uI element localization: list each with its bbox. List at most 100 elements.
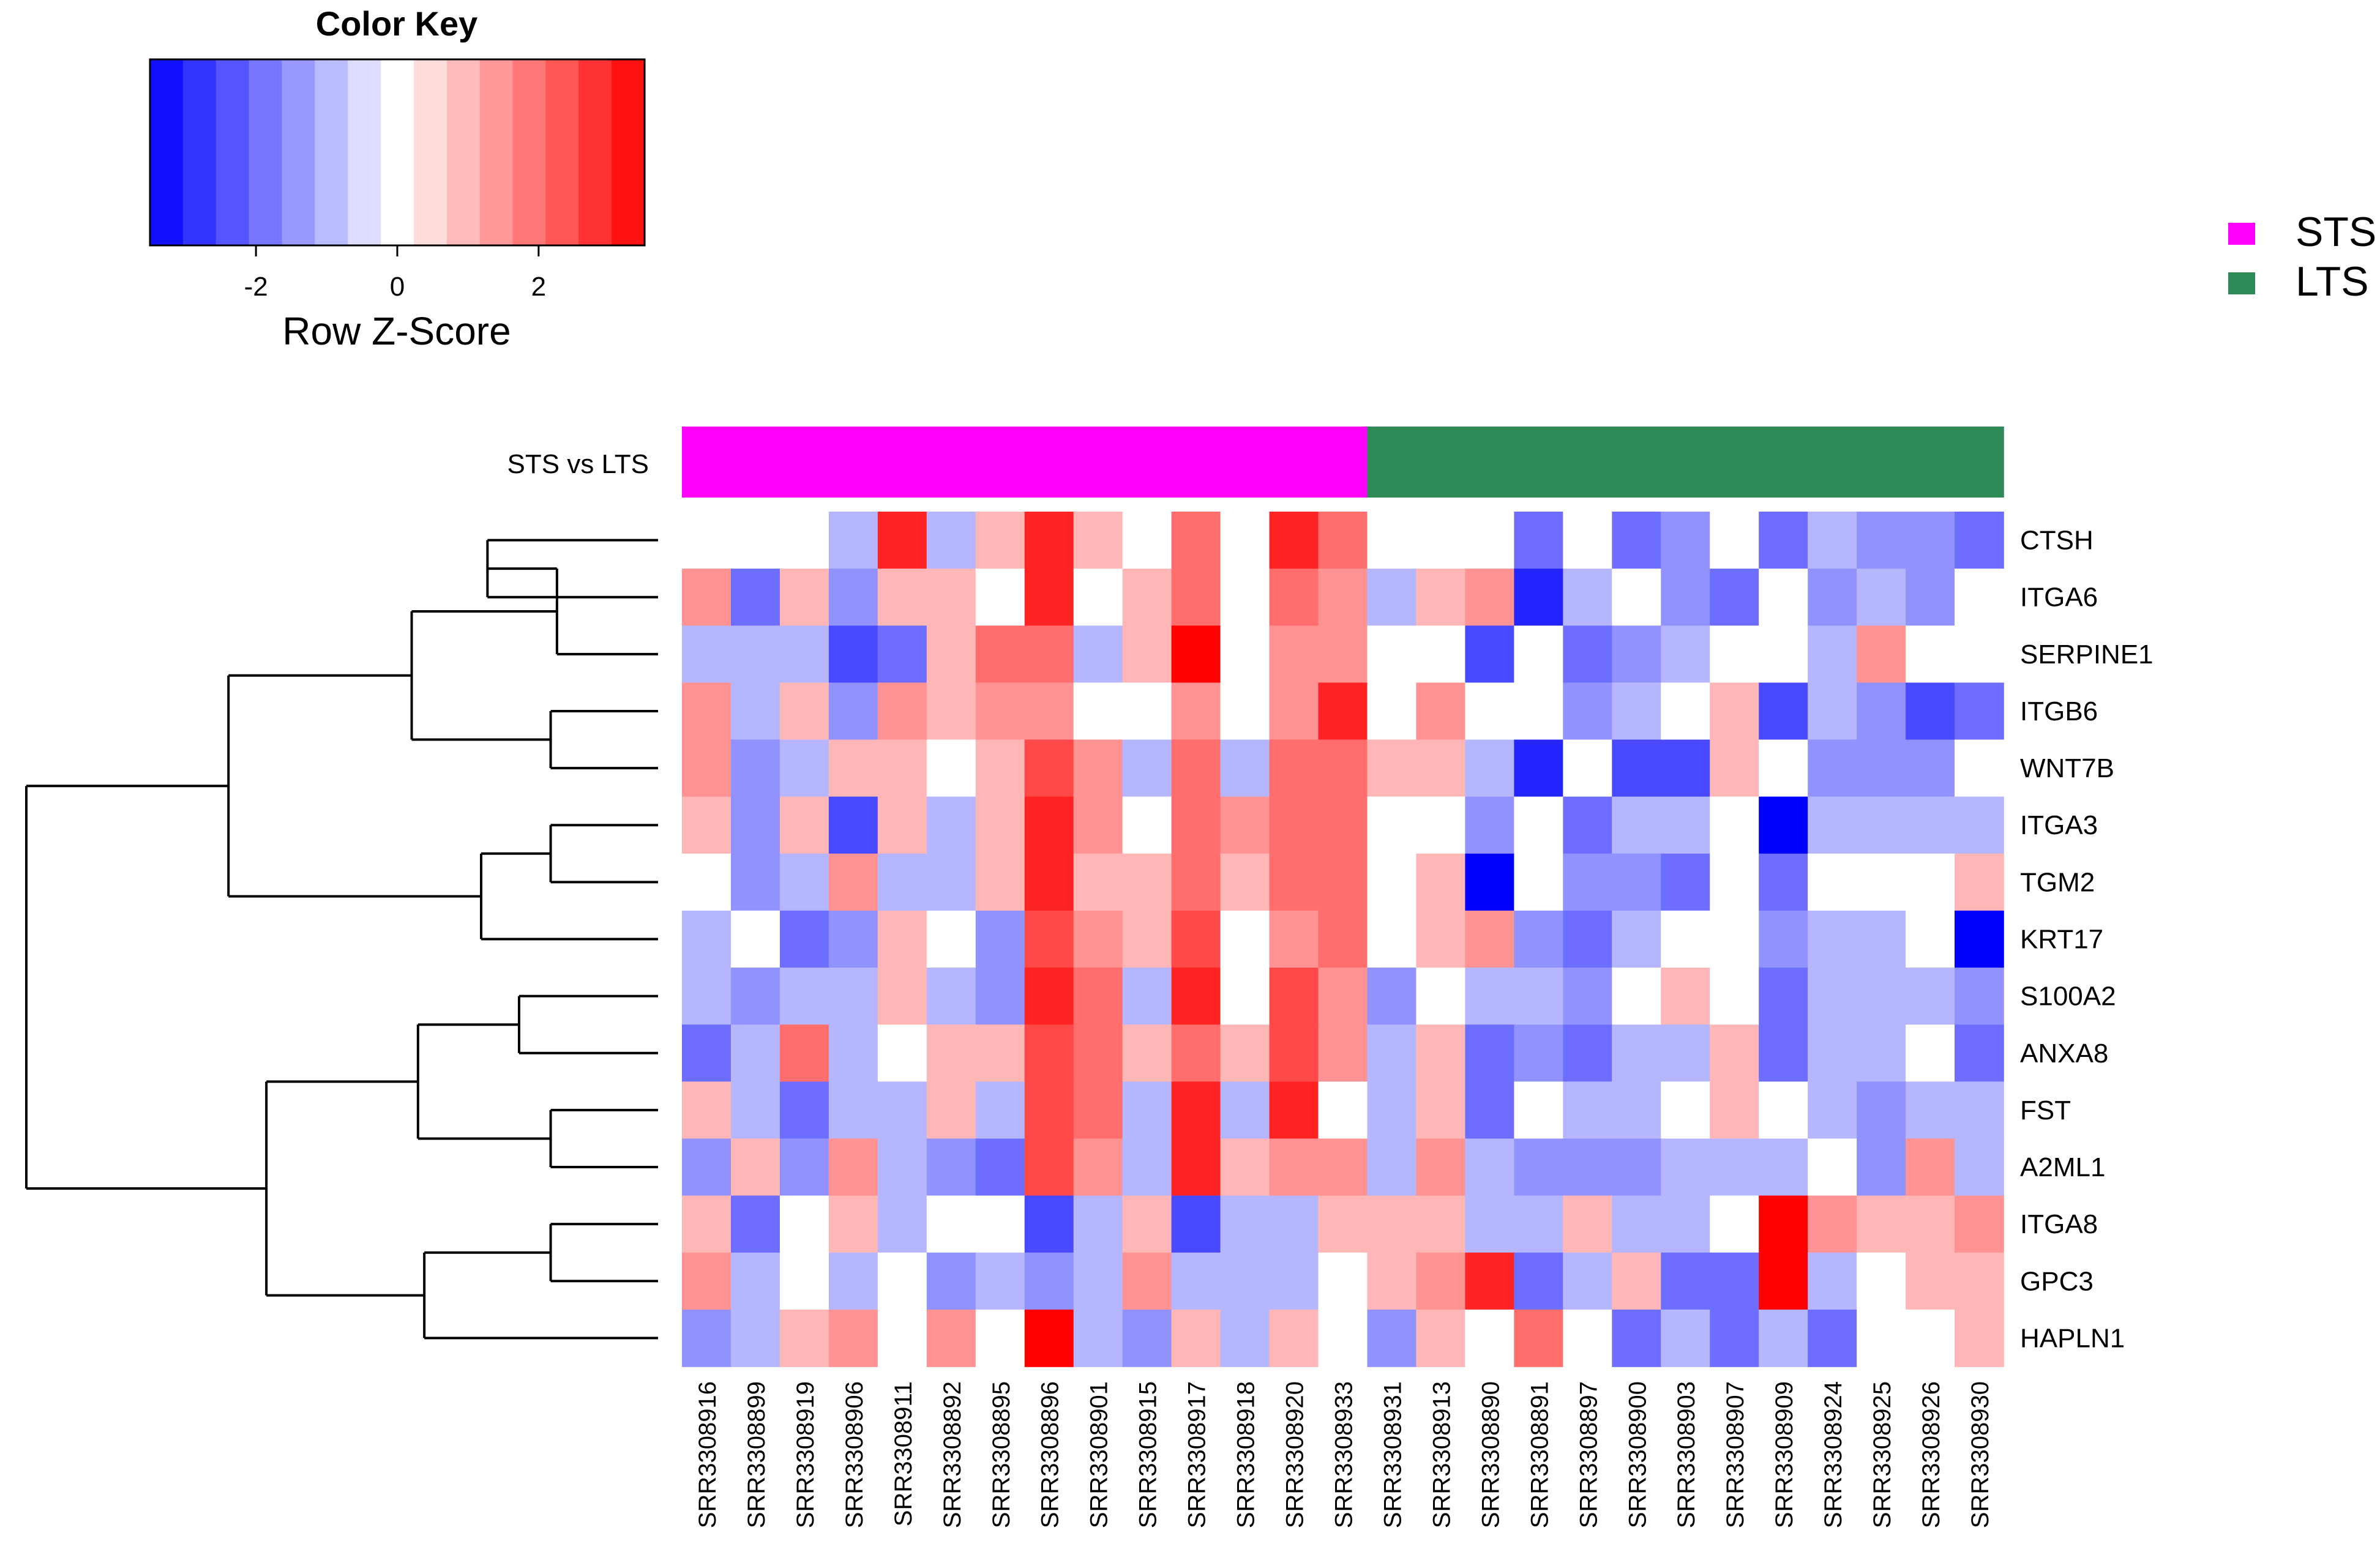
heatmap-cell: [1269, 853, 1319, 911]
heatmap-cell: [975, 625, 1025, 684]
heatmap-cell: [1563, 512, 1613, 569]
heatmap-cell: [1318, 1195, 1368, 1253]
heatmap-cell: [1857, 1024, 1906, 1083]
heatmap-cell: [682, 569, 732, 627]
heatmap-cell: [1122, 625, 1172, 684]
heatmap-cell: [1220, 910, 1270, 968]
heatmap-cell: [1563, 739, 1613, 797]
heatmap-cell: [1024, 512, 1074, 569]
heatmap-cell: [682, 1024, 732, 1083]
heatmap-cell: [1220, 682, 1270, 741]
heatmap-cell: [1661, 512, 1711, 569]
heatmap-cell: [1465, 682, 1515, 741]
heatmap-cell: [730, 1195, 780, 1253]
heatmap-cell: [1367, 1309, 1417, 1367]
color-key-swatch: [215, 59, 250, 245]
heatmap-cell: [1906, 1309, 1955, 1367]
heatmap-cell: [1269, 1195, 1319, 1253]
heatmap-cell: [1514, 569, 1564, 627]
heatmap-cell: [1563, 682, 1613, 741]
heatmap-cell: [877, 1252, 927, 1310]
heatmap-cell: [1808, 1252, 1857, 1310]
heatmap-cell: [1612, 739, 1662, 797]
heatmap-cell: [1318, 796, 1368, 854]
heatmap-cell: [1269, 1081, 1319, 1140]
heatmap-cell: [1171, 853, 1221, 911]
heatmap-cell: [1710, 625, 1759, 684]
color-key-swatches: [150, 59, 645, 245]
heatmap-cell: [730, 968, 780, 1025]
heatmap-cell: [1955, 968, 2004, 1025]
heatmap-cell: [1514, 968, 1564, 1025]
color-key-tick-label: -2: [244, 272, 268, 302]
heatmap-cell: [975, 1309, 1025, 1367]
heatmap-cell: [1171, 569, 1221, 627]
heatmap-cell: [1416, 569, 1466, 627]
heatmap-cell: [779, 625, 829, 684]
heatmap-cell: [1808, 1138, 1857, 1196]
heatmap-cell: [1955, 682, 2004, 741]
heatmap-cell: [1808, 853, 1857, 911]
heatmap-cell: [1171, 1138, 1221, 1196]
heatmap-cell: [1661, 968, 1711, 1025]
heatmap-cell: [1465, 910, 1515, 968]
column-label: SRR3308919: [792, 1381, 819, 1528]
heatmap-cell: [1759, 682, 1808, 741]
heatmap-cell: [1318, 682, 1368, 741]
heatmap-cell: [730, 910, 780, 968]
heatmap-cell: [1514, 1081, 1564, 1140]
heatmap-cell: [828, 1252, 878, 1310]
color-key-tick-label: 2: [531, 272, 546, 302]
heatmap-cell: [1122, 512, 1172, 569]
heatmap-cell: [1220, 853, 1270, 911]
heatmap-cell: [730, 1024, 780, 1083]
heatmap-cell: [1808, 910, 1857, 968]
heatmap-cell: [1563, 1081, 1613, 1140]
heatmap-cell: [1563, 910, 1613, 968]
heatmap-cell: [1269, 796, 1319, 854]
heatmap-cell: [1416, 1024, 1466, 1083]
heatmap-cell: [1661, 625, 1711, 684]
color-key-axis: -2 0 2: [244, 245, 546, 302]
legend-swatch-lts: [2228, 272, 2255, 294]
heatmap-cell: [779, 1024, 829, 1083]
heatmap-cell: [1416, 1195, 1466, 1253]
heatmap-cell: [1563, 796, 1613, 854]
heatmap-cell: [1416, 1252, 1466, 1310]
heatmap-cell: [1612, 682, 1662, 741]
color-key-xlabel: Row Z-Score: [282, 309, 511, 353]
heatmap-cell: [1367, 968, 1417, 1025]
heatmap-cell: [1122, 1195, 1172, 1253]
heatmap-cell: [1122, 796, 1172, 854]
heatmap-cell: [1367, 625, 1417, 684]
column-label: SRR3308911: [890, 1381, 917, 1526]
heatmap-cell: [682, 1081, 732, 1140]
heatmap-cell: [1514, 1252, 1564, 1310]
heatmap-cell: [1857, 796, 1906, 854]
heatmap-cell: [1759, 1195, 1808, 1253]
heatmap-cell: [1318, 1309, 1368, 1367]
heatmap-cell: [1220, 512, 1270, 569]
heatmap-cell: [1906, 512, 1955, 569]
heatmap-cell: [828, 682, 878, 741]
heatmap-cell: [1759, 853, 1808, 911]
heatmap-cell: [1122, 910, 1172, 968]
heatmap-cell: [1612, 796, 1662, 854]
heatmap-cell: [1710, 1138, 1759, 1196]
color-key-swatch: [446, 59, 481, 245]
heatmap-cell: [975, 1138, 1025, 1196]
column-label: SRR3308906: [841, 1381, 868, 1528]
heatmap-cell: [926, 968, 976, 1025]
heatmap-cell: [1073, 1081, 1123, 1140]
heatmap-cell: [1563, 1252, 1613, 1310]
heatmap-cell: [1955, 512, 2004, 569]
heatmap-cell: [1269, 1252, 1319, 1310]
heatmap-cell: [730, 739, 780, 797]
heatmap-cell: [1514, 739, 1564, 797]
heatmap-cell: [682, 796, 732, 854]
heatmap-cell: [1514, 625, 1564, 684]
heatmap-cell: [1955, 853, 2004, 911]
column-label: SRR3308897: [1575, 1381, 1602, 1528]
heatmap-cell: [1024, 1024, 1074, 1083]
heatmap-cell: [877, 625, 927, 684]
